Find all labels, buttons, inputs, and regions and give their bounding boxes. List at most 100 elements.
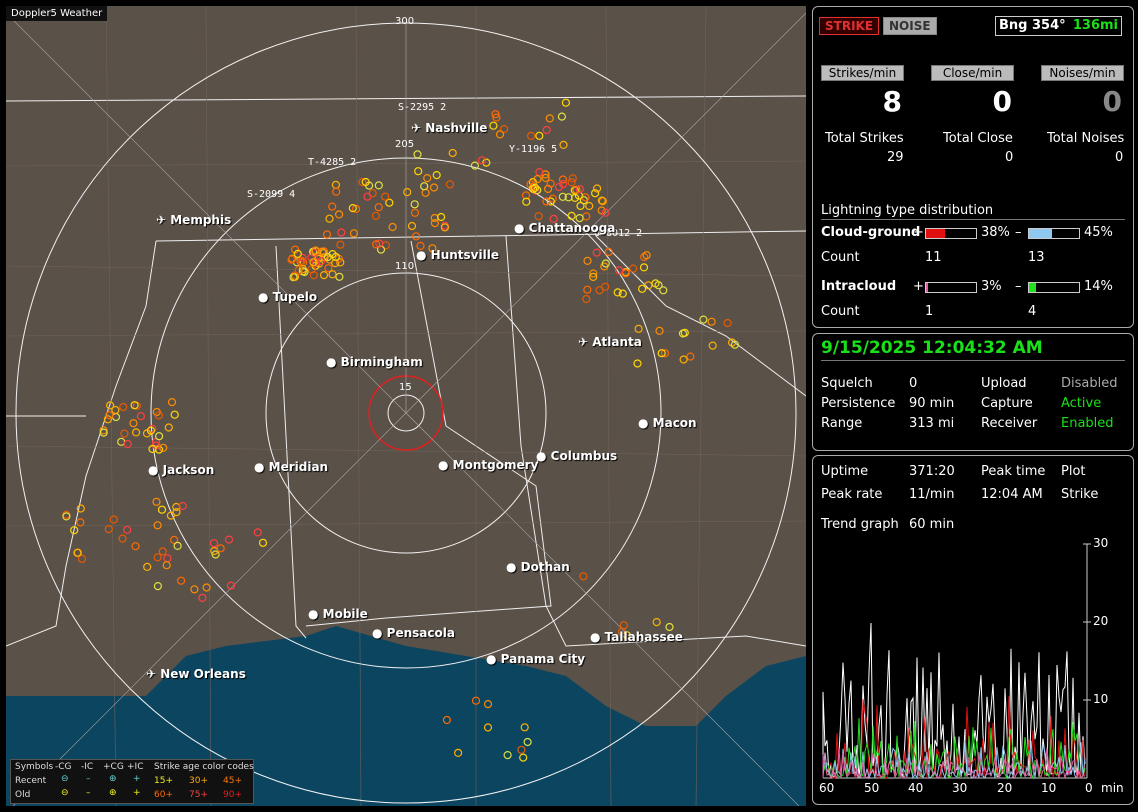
strike-marker	[337, 228, 346, 237]
bearing-readout: Bng 354° 136mi	[995, 16, 1122, 36]
x-tick: 40	[908, 781, 924, 795]
trend-graph-value: 60 min	[909, 517, 955, 532]
x-tick: 10	[1041, 781, 1057, 795]
strike-marker	[157, 505, 167, 514]
noise-button[interactable]: NOISE	[883, 17, 937, 35]
ic-count-label: Count	[821, 304, 860, 319]
storm-tag[interactable]: Y-1196 5	[509, 144, 558, 155]
storm-tag[interactable]: U-8012 2	[594, 228, 643, 239]
x-tick: 50	[864, 781, 880, 795]
strike-marker	[198, 593, 207, 603]
city-label: ● Columbus	[536, 449, 618, 463]
strike-marker	[385, 198, 394, 207]
capture-label: Capture	[981, 396, 1033, 411]
strike-marker	[167, 398, 177, 407]
ring-label: 205	[395, 139, 415, 150]
city-label: ✈ Atlanta	[578, 335, 642, 349]
city-label: ● Macon	[638, 416, 697, 430]
city-label: ● Tupelo	[258, 290, 318, 304]
strike-marker	[258, 538, 268, 547]
ring-label: 15	[399, 382, 412, 393]
lightning-map[interactable]: Doppler5 Weather 300 205 110 15 S-2295 2…	[6, 6, 806, 806]
strike-marker	[374, 181, 383, 190]
state-borders	[6, 95, 806, 647]
strike-marker	[375, 239, 384, 248]
strike-marker	[707, 317, 716, 326]
strike-marker	[76, 504, 85, 513]
strike-marker	[660, 349, 670, 358]
storm-tag[interactable]: T-4285 2	[308, 157, 357, 168]
strike-marker	[111, 405, 120, 415]
strike-marker	[558, 192, 567, 201]
strike-marker	[105, 411, 114, 420]
strike-marker	[659, 286, 668, 295]
strike-marker	[209, 539, 219, 548]
strike-marker	[111, 412, 121, 422]
peak-rate-value: 11/min	[909, 487, 955, 502]
strike-marker	[604, 247, 613, 257]
strikes-per-min-label: Strikes/min	[821, 65, 904, 81]
strike-marker	[489, 121, 498, 130]
strike-marker	[448, 148, 457, 158]
map-title: Doppler5 Weather	[6, 6, 108, 21]
peak-rate-label: Peak rate	[821, 487, 883, 502]
total-noises-label: Total Noises	[1047, 131, 1125, 146]
strike-marker	[163, 554, 172, 563]
strike-marker	[332, 187, 341, 196]
peak-time-label: Peak time	[981, 464, 1046, 479]
strike-marker	[522, 197, 531, 206]
strike-marker	[614, 266, 624, 275]
city-label: ✈ Memphis	[156, 213, 232, 227]
strike-marker	[528, 182, 538, 191]
strike-marker	[358, 178, 367, 187]
strike-marker	[545, 114, 554, 123]
ic-plus-pct: 3%	[981, 279, 1002, 294]
plot-value[interactable]: Strike	[1061, 487, 1099, 502]
strike-marker	[170, 410, 179, 419]
strike-marker	[143, 562, 152, 572]
strike-marker	[535, 131, 544, 140]
strike-marker	[613, 288, 622, 297]
strike-marker	[162, 561, 171, 570]
strike-marker	[416, 241, 425, 250]
city-label: ● Birmingham	[326, 355, 423, 369]
strike-marker	[325, 214, 334, 223]
strike-marker	[410, 208, 420, 217]
strike-marker	[437, 212, 446, 222]
strike-marker	[120, 429, 129, 438]
upload-value: Disabled	[1061, 376, 1118, 391]
city-label: ● Mobile	[308, 607, 368, 621]
county-lines	[6, 6, 806, 806]
strike-marker	[723, 318, 732, 328]
city-label: ● Panama City	[486, 652, 586, 666]
range-label: Range	[821, 416, 863, 431]
strike-marker	[309, 271, 318, 280]
strike-marker	[328, 270, 337, 279]
datetime: 9/15/2025 12:04:32 AM	[821, 338, 1043, 358]
city-label: ● Tallahassee	[590, 630, 683, 644]
strike-marker	[699, 315, 708, 324]
persistence-label: Persistence	[821, 396, 896, 411]
storm-tag[interactable]: S-2295 2	[398, 102, 447, 113]
plus-sign: +	[913, 279, 924, 294]
storm-tag[interactable]: S-2099 4	[247, 189, 296, 200]
minus-sign: –	[1015, 225, 1022, 240]
strike-marker	[492, 113, 501, 122]
total-close: 0	[1005, 150, 1014, 165]
trend-panel: Uptime 371:20 Peak time Plot Peak rate 1…	[812, 455, 1134, 805]
noises-per-min-label: Noises/min	[1041, 65, 1124, 81]
strike-marker	[517, 745, 526, 754]
strike-button[interactable]: STRIKE	[819, 17, 880, 35]
x-tick: 0	[1085, 781, 1093, 795]
strike-marker	[657, 349, 666, 358]
total-close-label: Total Close	[943, 131, 1013, 146]
strike-marker	[686, 352, 695, 361]
strike-marker	[211, 550, 220, 559]
ic-minus-count: 4	[1028, 304, 1037, 319]
strike-marker	[567, 178, 576, 187]
strike-marker	[293, 249, 302, 258]
strike-marker	[173, 541, 182, 551]
close-per-min: 0	[992, 85, 1012, 118]
y-tick: 10	[1093, 692, 1109, 706]
cg-count-label: Count	[821, 250, 860, 265]
